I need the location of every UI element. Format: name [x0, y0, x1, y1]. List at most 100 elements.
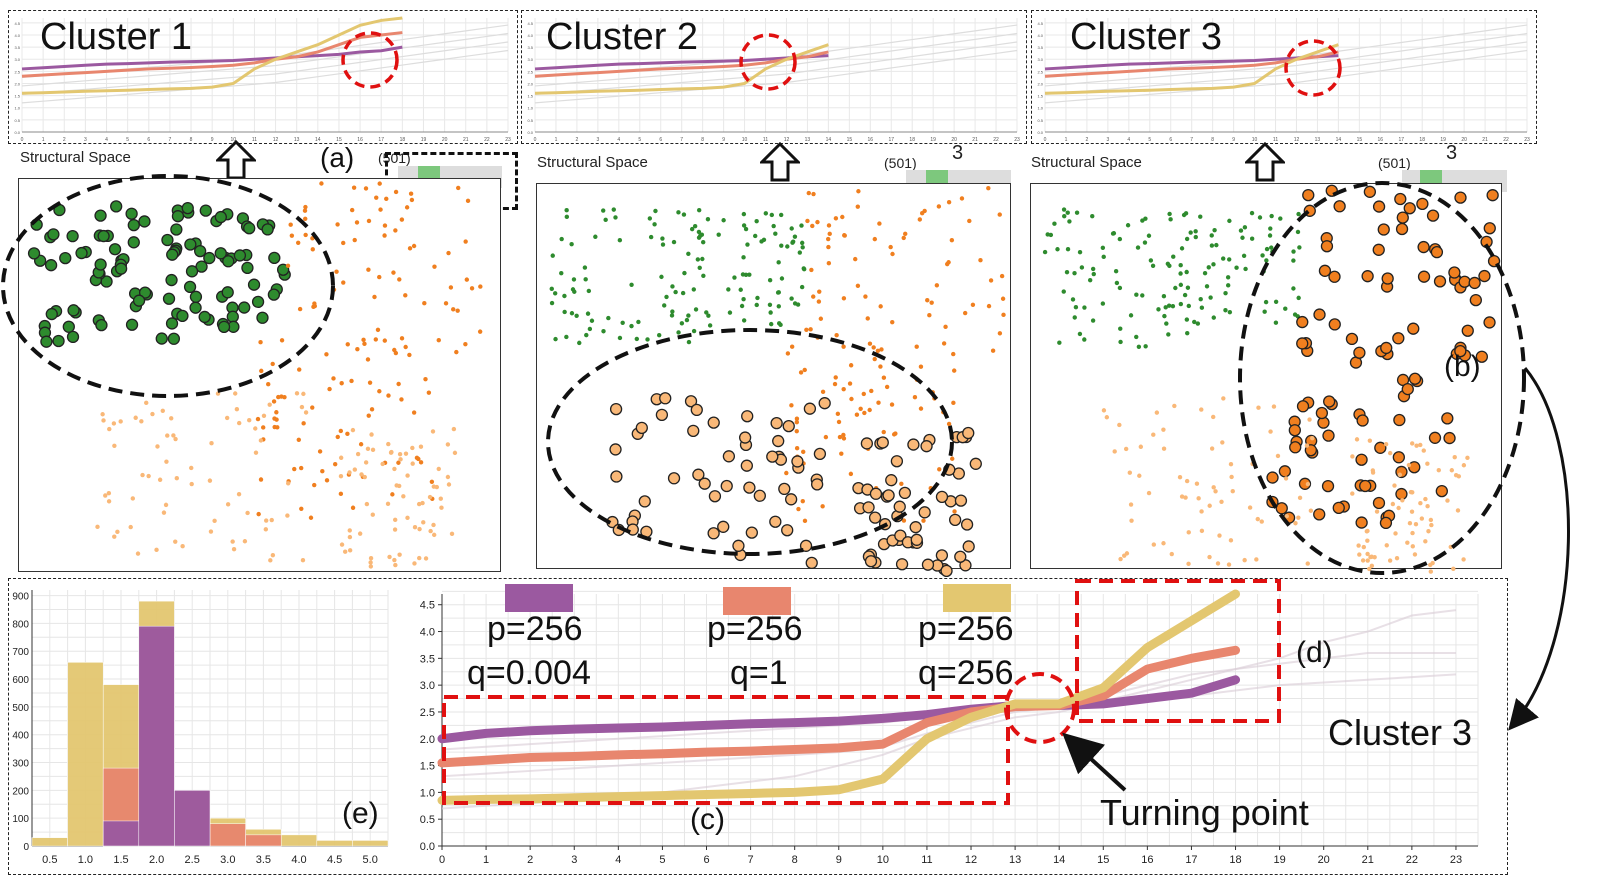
scatter-point	[1057, 340, 1062, 345]
highlighted-point	[40, 335, 53, 348]
scatter-point	[1162, 313, 1167, 319]
scatter-point	[1370, 468, 1376, 473]
scatter-point	[169, 416, 174, 421]
scatter-point	[1211, 315, 1216, 320]
highlighted-point	[176, 309, 189, 323]
y-tick-label: 1.0	[1037, 106, 1043, 111]
scatter-point	[274, 410, 279, 415]
scatter-point	[1055, 247, 1060, 252]
scatter-point	[363, 460, 369, 465]
scatter-point	[366, 218, 372, 224]
scatter-point	[574, 313, 579, 319]
highlighted-point	[97, 229, 110, 243]
scatter-point	[1173, 285, 1178, 291]
scatter-point	[234, 407, 240, 412]
scatter-point	[446, 482, 452, 487]
highlighted-point	[185, 265, 199, 278]
scatter-point	[1172, 403, 1177, 409]
scatter-point	[877, 221, 882, 226]
scatter-point	[794, 445, 800, 451]
scatter-point	[436, 466, 441, 472]
scatter-point	[382, 233, 387, 238]
scatter-point	[634, 336, 640, 342]
highlighted-point	[1483, 316, 1496, 329]
scatter-point	[1223, 308, 1228, 313]
highlighted-point	[781, 524, 794, 537]
highlighted-point	[1320, 240, 1334, 253]
scatter-point	[115, 529, 120, 535]
scatter-point	[338, 428, 344, 434]
x-tick-label: 21	[1482, 137, 1488, 142]
highlighted-point	[1426, 209, 1440, 222]
scatter-point	[1074, 210, 1080, 215]
scatter-point	[1269, 245, 1274, 250]
highlighted-point	[921, 558, 935, 571]
scatter-point	[455, 308, 460, 313]
scatter-point	[792, 234, 798, 239]
x-tick-label: 14	[1053, 854, 1065, 866]
scatter-point	[1151, 542, 1157, 547]
scatter-point	[384, 196, 389, 202]
y-tick-label: 1.5	[1037, 94, 1043, 99]
scatter-point	[978, 258, 983, 263]
scatter-point	[572, 289, 577, 294]
highlighted-point	[609, 443, 622, 456]
scatter-point	[150, 411, 155, 417]
x-tick-label: 12	[1294, 137, 1300, 142]
highlighted-point	[1433, 275, 1447, 288]
y-tick-label: 700	[12, 647, 29, 658]
highlighted-point	[909, 521, 922, 534]
scatter-point	[1114, 280, 1120, 286]
scatter-point	[884, 384, 890, 390]
scatter-point	[362, 474, 367, 480]
scatter-point	[919, 210, 925, 216]
scatter-point	[601, 208, 606, 213]
scatter-point	[1118, 339, 1123, 345]
highlighted-point	[53, 203, 66, 217]
scatter-point	[368, 560, 373, 565]
highlighted-point	[268, 251, 281, 265]
scatter-point	[754, 218, 759, 224]
scatter-point	[951, 400, 956, 406]
scatter-point	[707, 323, 713, 328]
highlighted-point	[1443, 431, 1456, 445]
scatter-point	[810, 223, 815, 229]
highlighted-point	[62, 320, 75, 333]
scatter-point	[100, 412, 105, 417]
scatter-point	[1263, 299, 1269, 305]
y-tick-label: 4.5	[527, 21, 533, 26]
scatter-point	[445, 474, 451, 480]
scatter-point	[681, 212, 687, 217]
scatter-point	[918, 364, 924, 369]
scatter-point	[1267, 233, 1273, 238]
highlighted-point	[1416, 197, 1429, 211]
legend-q-3: q=256	[918, 654, 1014, 692]
scatter-point	[804, 327, 809, 332]
x-tick-label: 9	[211, 137, 214, 142]
highlighted-point	[940, 564, 953, 578]
scatter-point	[1199, 407, 1204, 412]
highlighted-point	[181, 201, 194, 215]
scatter-point	[841, 386, 846, 392]
scatter-point	[434, 484, 440, 490]
scatter-point	[1423, 539, 1428, 544]
highlighted-point	[1377, 223, 1390, 236]
scatter-point	[1125, 223, 1131, 228]
scatter-point	[1090, 266, 1096, 272]
scatter-point	[918, 406, 924, 411]
scatter-point	[927, 313, 932, 318]
scatter-point	[155, 444, 160, 449]
scatter-point	[1000, 296, 1006, 301]
scatter-point	[1138, 444, 1144, 449]
y-tick-label: 3.0	[14, 57, 20, 62]
scatter-point	[826, 260, 832, 266]
label-e: (e)	[342, 797, 379, 830]
scatter-point	[901, 235, 906, 241]
scatter-point	[173, 436, 178, 442]
x-tick-label: 16	[357, 137, 363, 142]
highlighted-point	[890, 455, 904, 468]
scatter-point	[189, 481, 194, 487]
scatter-point	[941, 409, 946, 415]
scatter-point	[341, 240, 346, 246]
scatter-point	[279, 338, 285, 343]
